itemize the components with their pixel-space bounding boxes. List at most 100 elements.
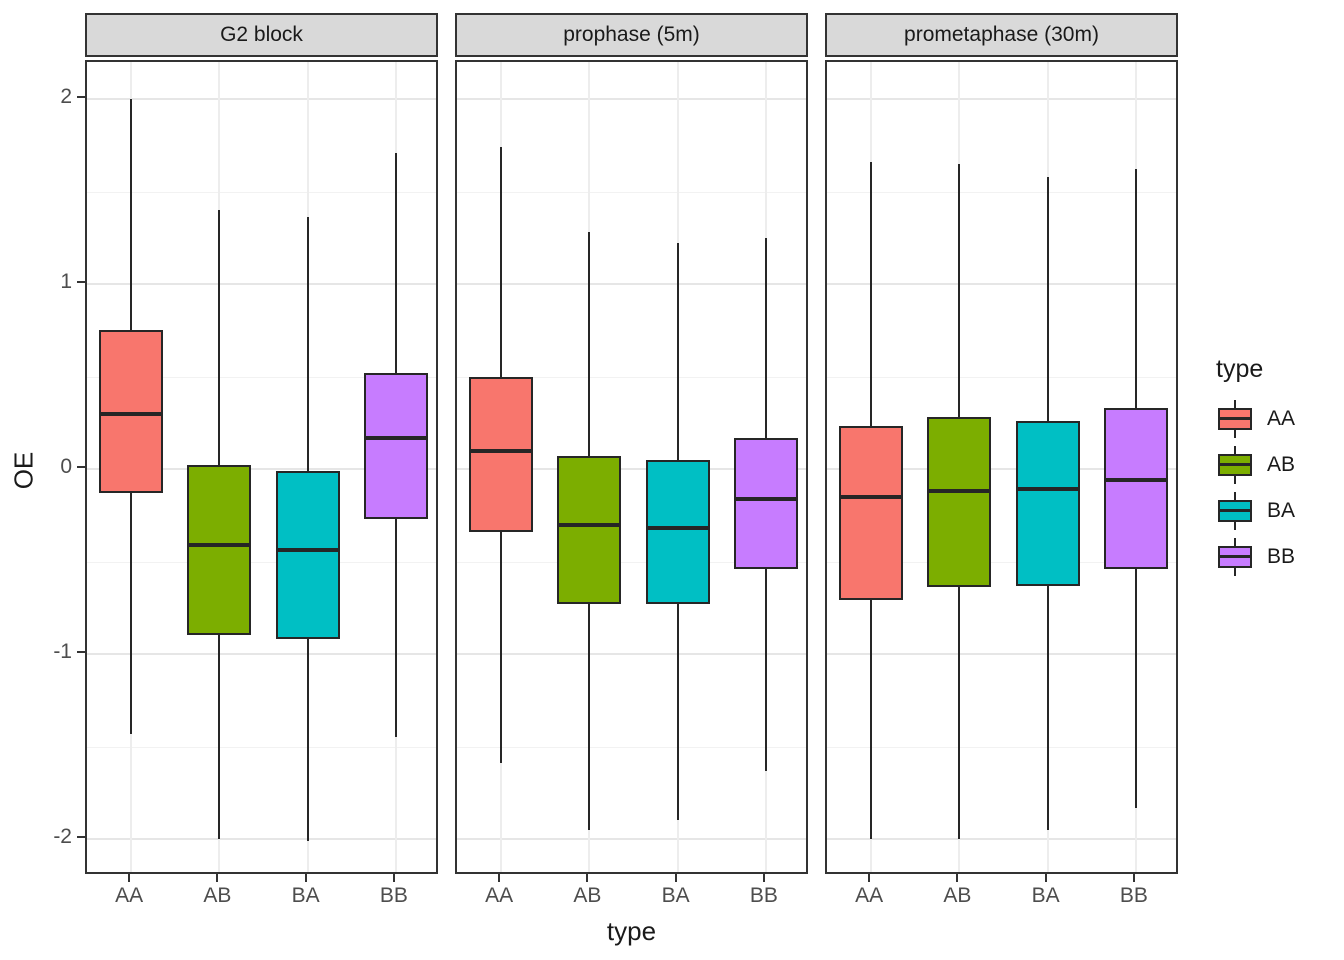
x-tick-mark bbox=[1132, 874, 1135, 882]
x-axis-title: type bbox=[606, 916, 657, 946]
legend-key-median bbox=[1218, 417, 1252, 420]
gridline-major-h bbox=[457, 283, 806, 285]
x-tick-mark bbox=[392, 874, 395, 882]
gridline-major-h bbox=[87, 98, 436, 100]
gridline-major-h bbox=[827, 468, 1176, 470]
box bbox=[1015, 420, 1080, 586]
gridline-major-h bbox=[827, 283, 1176, 285]
box bbox=[363, 372, 428, 519]
legend-entry: AB bbox=[1216, 442, 1340, 488]
legend-title: type bbox=[1216, 355, 1264, 383]
median-line bbox=[101, 411, 162, 416]
box bbox=[1103, 407, 1168, 569]
x-tick-mark bbox=[128, 874, 131, 882]
box bbox=[927, 417, 992, 588]
x-tick-label: BA bbox=[661, 884, 690, 907]
x-tick-label: AB bbox=[203, 884, 232, 907]
gridline-minor-h bbox=[827, 191, 1176, 193]
gridline-major-h bbox=[457, 468, 806, 470]
gridline-minor-h bbox=[87, 376, 436, 378]
median-line bbox=[1017, 487, 1078, 492]
gridline-minor-h bbox=[827, 376, 1176, 378]
legend-key-boxplot-icon bbox=[1216, 492, 1254, 530]
gridline-major-h bbox=[827, 653, 1176, 655]
x-tick-label: BA bbox=[1031, 884, 1060, 907]
box bbox=[645, 459, 710, 605]
gridline-major-h bbox=[87, 653, 436, 655]
y-tick-label: 1 bbox=[60, 270, 72, 293]
legend-key-boxplot-icon bbox=[1216, 538, 1254, 576]
x-tick-label: BB bbox=[379, 884, 408, 907]
median-line bbox=[929, 489, 990, 494]
y-tick-mark bbox=[77, 281, 85, 283]
median-line bbox=[647, 526, 708, 531]
facet-panel bbox=[85, 60, 438, 874]
x-tick-label: AA bbox=[485, 884, 514, 907]
legend-key-boxplot-icon bbox=[1216, 400, 1254, 438]
x-tick-mark bbox=[216, 874, 219, 882]
legend-entries: AA AB BA BB bbox=[1216, 396, 1340, 580]
x-tick-label: AB bbox=[943, 884, 972, 907]
gridline-major-h bbox=[457, 653, 806, 655]
gridline-minor-h bbox=[457, 561, 806, 563]
box bbox=[187, 465, 252, 636]
x-tick-label: AA bbox=[115, 884, 144, 907]
x-tick-mark bbox=[762, 874, 765, 882]
gridline-major-h bbox=[457, 838, 806, 840]
gridline-major-h bbox=[827, 838, 1176, 840]
y-tick-mark bbox=[77, 836, 85, 838]
x-tick-mark bbox=[498, 874, 501, 882]
gridline-minor-h bbox=[457, 376, 806, 378]
median-line bbox=[189, 542, 250, 547]
gridline-minor-h bbox=[827, 561, 1176, 563]
x-tick-mark bbox=[304, 874, 307, 882]
median-line bbox=[1105, 478, 1166, 483]
gridline-major-h bbox=[87, 838, 436, 840]
median-line bbox=[277, 548, 338, 553]
y-tick-label: -1 bbox=[53, 640, 72, 663]
legend-entry: AA bbox=[1216, 396, 1340, 442]
x-tick-mark bbox=[868, 874, 871, 882]
median-line bbox=[735, 496, 796, 501]
y-tick-mark bbox=[77, 466, 85, 468]
legend-label: AA bbox=[1267, 407, 1296, 430]
legend-key-median bbox=[1218, 555, 1252, 558]
box bbox=[275, 470, 340, 640]
facet-panel bbox=[825, 60, 1178, 874]
facet-strip: prometaphase (30m) bbox=[825, 13, 1178, 57]
facet-panel bbox=[455, 60, 808, 874]
legend-label: BB bbox=[1267, 545, 1296, 568]
x-tick-mark bbox=[674, 874, 677, 882]
y-tick-mark bbox=[77, 96, 85, 98]
gridline-major-h bbox=[827, 98, 1176, 100]
box bbox=[557, 456, 622, 605]
facet-strip: prophase (5m) bbox=[455, 13, 808, 57]
x-tick-label: BA bbox=[291, 884, 320, 907]
gridline-major-h bbox=[457, 98, 806, 100]
x-tick-mark bbox=[1044, 874, 1047, 882]
x-tick-label: BB bbox=[1119, 884, 1148, 907]
gridline-minor-h bbox=[87, 561, 436, 563]
x-tick-label: BB bbox=[749, 884, 778, 907]
median-line bbox=[841, 494, 902, 499]
median-line bbox=[365, 435, 426, 440]
facet-strip: G2 block bbox=[85, 13, 438, 57]
median-line bbox=[559, 522, 620, 527]
x-tick-label: AA bbox=[855, 884, 884, 907]
gridline-minor-h bbox=[457, 746, 806, 748]
box bbox=[469, 376, 534, 532]
gridline-minor-h bbox=[87, 191, 436, 193]
gridline-minor-h bbox=[827, 746, 1176, 748]
x-tick-mark bbox=[956, 874, 959, 882]
legend-label: AB bbox=[1267, 453, 1296, 476]
box bbox=[733, 437, 798, 569]
gridline-minor-h bbox=[457, 191, 806, 193]
box bbox=[839, 426, 904, 601]
legend-key-median bbox=[1218, 463, 1252, 466]
legend-key-median bbox=[1218, 509, 1252, 512]
legend-label: BA bbox=[1267, 499, 1296, 522]
y-tick-label: 2 bbox=[60, 85, 72, 108]
legend-entry: BB bbox=[1216, 534, 1340, 580]
legend: type AA AB BA BB bbox=[1216, 352, 1340, 580]
